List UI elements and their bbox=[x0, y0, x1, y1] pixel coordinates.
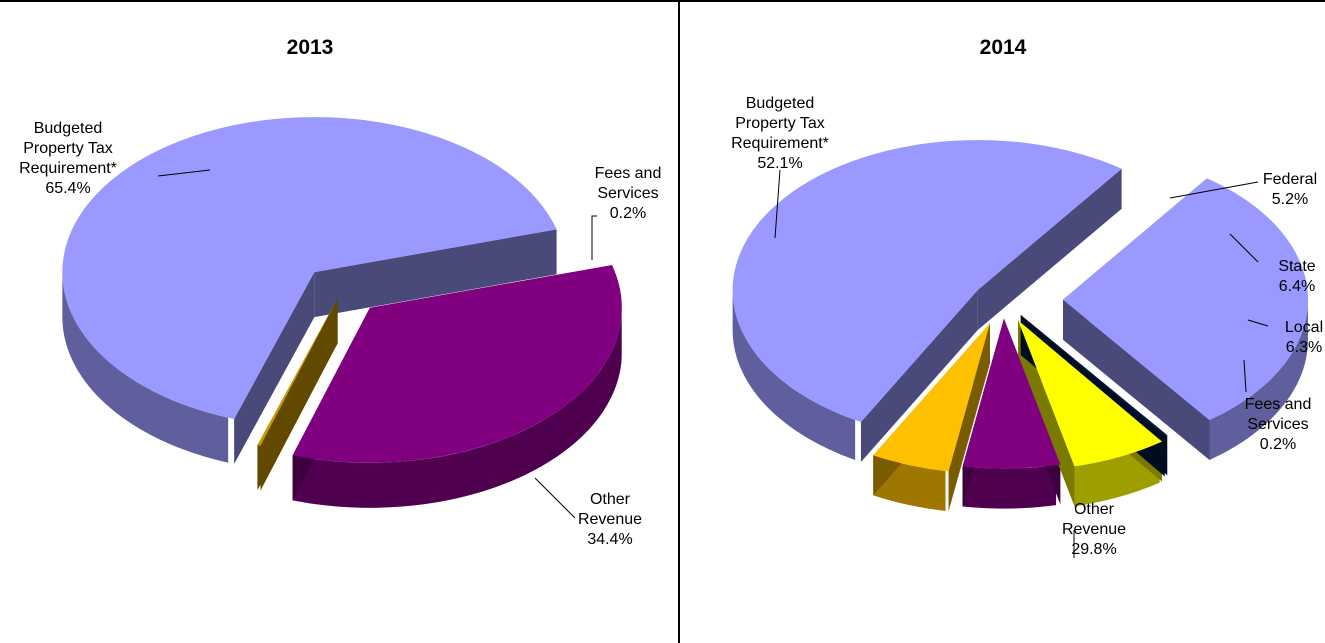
leader-line-fees-and-services bbox=[591, 215, 597, 260]
slice-budgeted-property-tax-requirement bbox=[62, 117, 557, 420]
pie-chart-2014: 2014 Budgeted Property Tax Requirement* 52.1… bbox=[731, 36, 1323, 558]
leader-line-local bbox=[1247, 319, 1269, 327]
data-label-local: Local 6.3% bbox=[1285, 319, 1323, 356]
leader-line-other-revenue bbox=[534, 477, 576, 519]
leader-line-federal bbox=[1169, 181, 1259, 199]
leader-line-budgeted-property-tax-requirement bbox=[157, 169, 211, 177]
slice-edge-budgeted-property-tax-requirement-0 bbox=[977, 168, 1122, 331]
slice-side-budgeted-property-tax-requirement bbox=[62, 272, 229, 463]
slice-side-other-revenue bbox=[292, 312, 622, 508]
leader-line-budgeted-property-tax-requirement bbox=[774, 169, 781, 239]
data-label-other-revenue: Other Revenue 34.4% bbox=[578, 491, 642, 548]
slice-fees-and-services bbox=[257, 298, 338, 446]
data-label-fees-and-services: Fees and Services 0.2% bbox=[595, 165, 662, 222]
data-label-other-revenue: Other Revenue 29.8% bbox=[1062, 501, 1126, 558]
slice-other-revenue bbox=[292, 265, 622, 463]
pie-labels: Budgeted Property Tax Requirement* 65.4% Fee… bbox=[19, 120, 661, 548]
chart-title: 2013 bbox=[287, 36, 334, 59]
leader-line-state bbox=[1229, 233, 1259, 263]
data-label-state: State 6.4% bbox=[1278, 258, 1315, 295]
slice-state bbox=[962, 318, 1061, 469]
slice-edge-budgeted-property-tax-requirement-1 bbox=[860, 290, 978, 462]
slice-local bbox=[1018, 320, 1163, 467]
slice-edge-budgeted-property-tax-requirement-1 bbox=[234, 272, 315, 465]
data-label-fees-and-services: Fees and Services 0.2% bbox=[1245, 396, 1312, 453]
leader-line-fees-and-services bbox=[1243, 359, 1247, 393]
panel-divider bbox=[678, 0, 680, 643]
slice-edge-fees-and-services-1 bbox=[260, 298, 338, 491]
slice-other-revenue bbox=[1062, 178, 1308, 421]
slice-side-state bbox=[962, 465, 1057, 509]
pie-chart-2013: 2013 Budgeted Property Tax Requirement* 65.4… bbox=[19, 36, 661, 548]
slice-fees-and-services bbox=[1020, 314, 1168, 437]
data-label-federal: Federal 5.2% bbox=[1263, 171, 1317, 208]
data-label-budgeted-property-tax-requirement: Budgeted Property Tax Requirement* 52.1% bbox=[731, 95, 829, 172]
chart-title: 2014 bbox=[980, 36, 1027, 59]
pie-tops bbox=[62, 117, 622, 463]
slice-side-other-revenue bbox=[1209, 303, 1308, 461]
pie-tops bbox=[732, 140, 1308, 472]
slice-edge-other-revenue-0 bbox=[1062, 299, 1210, 461]
slice-edge-budgeted-property-tax-requirement-0 bbox=[314, 229, 557, 318]
pie-labels: Budgeted Property Tax Requirement* 52.1% Fed… bbox=[731, 95, 1323, 558]
slice-budgeted-property-tax-requirement bbox=[732, 140, 1122, 422]
data-label-budgeted-property-tax-requirement: Budgeted Property Tax Requirement* 65.4% bbox=[19, 120, 117, 197]
top-border bbox=[0, 0, 1325, 2]
slice-side-budgeted-property-tax-requirement bbox=[732, 290, 856, 460]
slice-federal bbox=[873, 323, 990, 472]
slice-edge-federal-1 bbox=[948, 323, 990, 512]
